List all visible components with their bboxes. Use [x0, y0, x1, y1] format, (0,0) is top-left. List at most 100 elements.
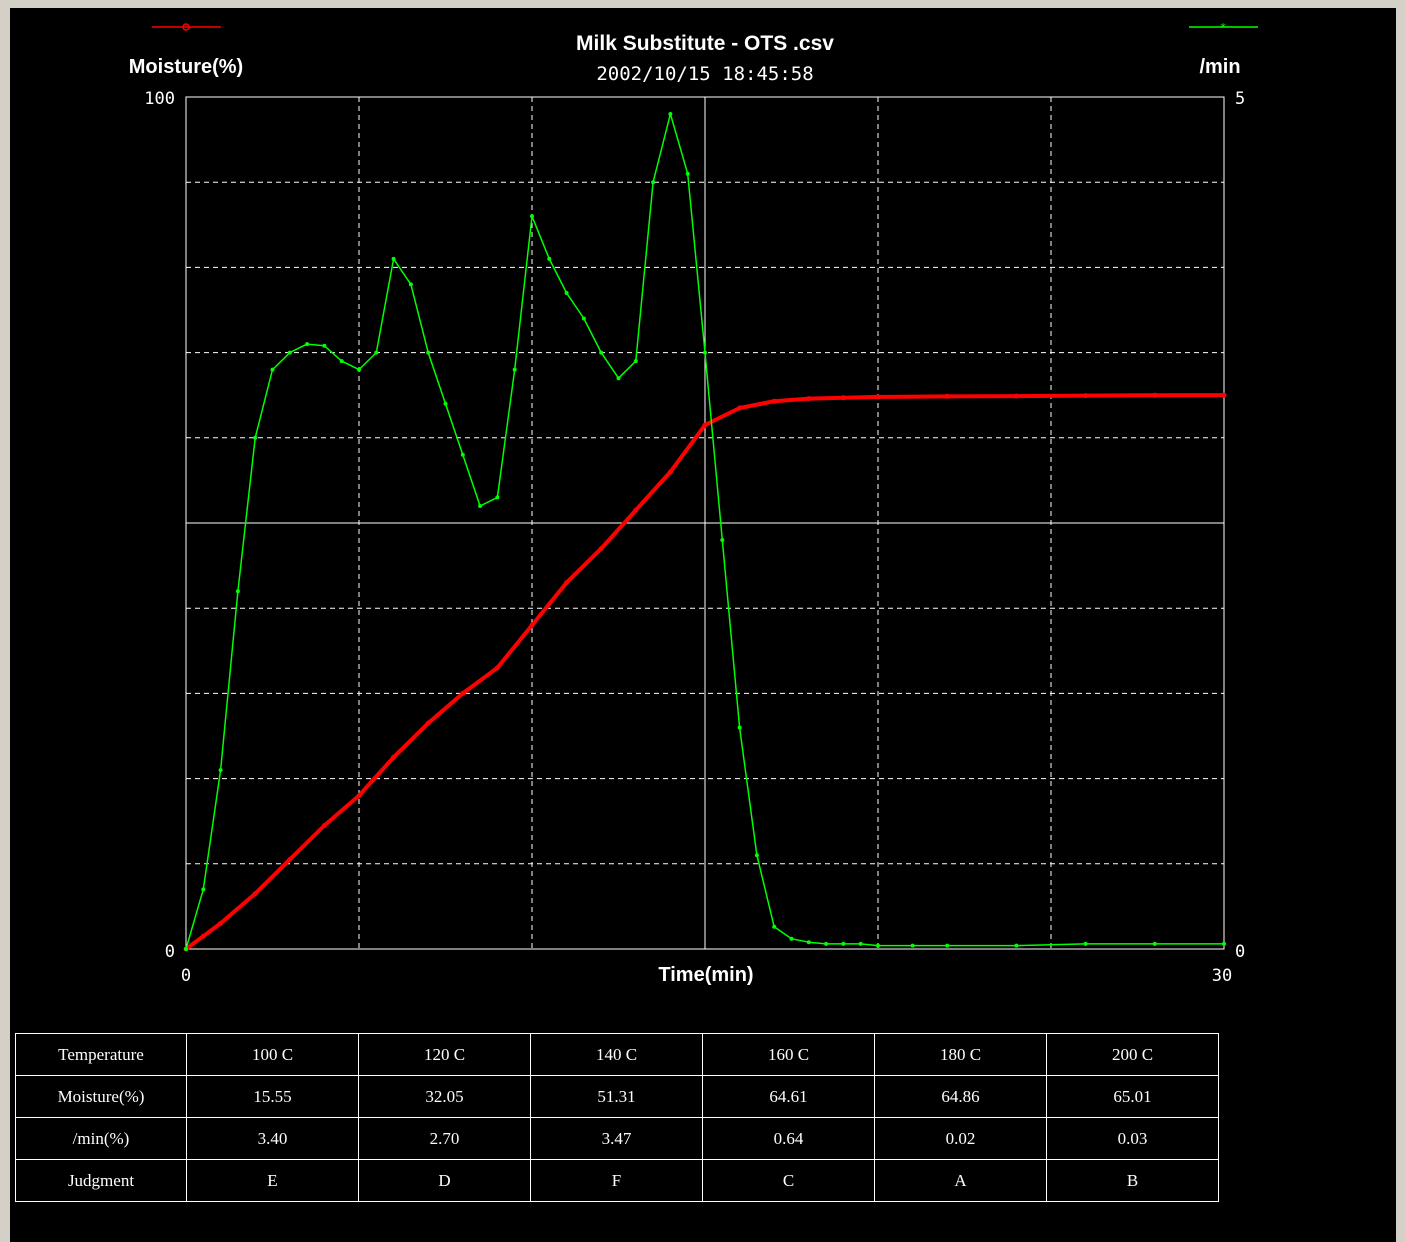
data-point-moisture [425, 720, 431, 726]
data-point-rate [876, 943, 880, 948]
table-cell: C [702, 1159, 875, 1202]
data-point-rate [910, 943, 915, 948]
plot-frame [185, 96, 1225, 950]
data-point-moisture [287, 857, 293, 862]
data-point-moisture [460, 690, 466, 696]
table-cell: 2.70 [358, 1117, 531, 1160]
data-point-moisture [218, 920, 224, 926]
table-cell: 51.31 [530, 1075, 703, 1118]
data-point-rate [841, 941, 846, 946]
row-label: Judgment [15, 1159, 187, 1202]
table-cell: 0.02 [874, 1117, 1047, 1160]
data-point-rate [685, 171, 690, 176]
data-point-moisture [771, 398, 777, 404]
data-point-moisture [321, 823, 327, 828]
y-left-tick-max: 100 [144, 89, 175, 109]
data-point-rate [235, 589, 240, 594]
data-point-rate [201, 887, 206, 892]
data-point-rate [1014, 943, 1019, 948]
chart-title: Milk Substitute - OTS .csv [576, 32, 834, 55]
table-cell: E [186, 1159, 359, 1202]
data-point-rate [443, 401, 448, 406]
table-cell: 100 C [186, 1033, 359, 1076]
table-row-temperature: Temperature 100 C 120 C 140 C 160 C 180 … [15, 1033, 1219, 1076]
table-row-judgment: Judgment E D F C A B [15, 1159, 1219, 1202]
data-point-rate [547, 256, 552, 261]
data-point-moisture [529, 622, 535, 628]
table-cell: 3.40 [186, 1117, 359, 1160]
data-point-rate [408, 282, 413, 287]
data-point-moisture [1013, 393, 1019, 399]
data-point-moisture [737, 405, 743, 411]
data-point-moisture [356, 793, 362, 799]
data-point-rate [287, 350, 292, 355]
data-point-moisture [598, 546, 604, 552]
data-point-rate [616, 376, 621, 381]
data-point-moisture [806, 396, 812, 402]
data-point-rate [478, 504, 483, 508]
data-point-moisture [1083, 393, 1089, 399]
data-point-rate [737, 725, 742, 730]
data-point-rate [858, 941, 863, 946]
data-point-rate [703, 350, 707, 355]
y-right-tick-min: 0 [1235, 942, 1245, 962]
data-point-rate [720, 538, 725, 542]
data-point-rate [651, 180, 656, 185]
table-cell: 15.55 [186, 1075, 359, 1118]
data-point-rate [824, 941, 829, 946]
table-cell: A [874, 1159, 1047, 1202]
chart-subtitle: 2002/10/15 18:45:58 [596, 63, 813, 85]
row-label: Moisture(%) [15, 1075, 187, 1118]
table-cell: 32.05 [358, 1075, 531, 1118]
data-point-rate [530, 214, 534, 219]
row-label: Temperature [15, 1033, 187, 1076]
data-point-rate [789, 936, 794, 941]
data-point-rate [460, 452, 465, 457]
table-cell: B [1046, 1159, 1219, 1202]
data-point-rate [374, 350, 379, 355]
data-point-rate [806, 940, 811, 945]
data-point-moisture [944, 393, 950, 399]
table-cell: 180 C [874, 1033, 1047, 1076]
data-point-rate [581, 316, 586, 321]
table-cell: 64.61 [702, 1075, 875, 1118]
legend-rate: * [1189, 21, 1258, 34]
x-tick-min: 0 [181, 966, 191, 986]
table-row-rate: /min(%) 3.40 2.70 3.47 0.64 0.02 0.03 [15, 1117, 1219, 1160]
data-point-rate [1083, 941, 1088, 946]
data-point-rate [357, 367, 361, 372]
data-point-rate [1152, 941, 1157, 946]
data-point-rate [253, 435, 258, 440]
data-point-rate [564, 291, 569, 295]
x-axis-label: Time(min) [658, 964, 753, 986]
y-right-label: /min [1199, 56, 1240, 78]
data-point-moisture [633, 507, 639, 513]
data-point-rate [512, 367, 517, 372]
data-point-moisture [494, 665, 500, 671]
data-point-moisture [840, 395, 846, 401]
legend-moisture [152, 23, 221, 31]
data-point-moisture [1221, 392, 1227, 398]
table-cell: 0.64 [702, 1117, 875, 1160]
table-cell: 120 C [358, 1033, 531, 1076]
data-point-rate [668, 112, 673, 116]
table-cell: 65.01 [1046, 1075, 1219, 1118]
series [183, 112, 1227, 952]
data-point-rate [945, 943, 950, 948]
table-cell: 3.47 [530, 1117, 703, 1160]
data-point-moisture [702, 422, 708, 428]
table-row-moisture: Moisture(%) 15.55 32.05 51.31 64.61 64.8… [15, 1075, 1219, 1118]
data-point-moisture [667, 469, 673, 475]
table-cell: D [358, 1159, 531, 1202]
data-point-rate [633, 359, 638, 364]
svg-text:*: * [1220, 21, 1227, 34]
y-left-tick-min: 0 [165, 942, 175, 962]
data-point-rate [184, 947, 188, 951]
table-cell: 0.03 [1046, 1117, 1219, 1160]
data-point-rate [218, 768, 223, 773]
table-cell: 160 C [702, 1033, 875, 1076]
data-point-rate [339, 359, 344, 364]
x-tick-max: 30 [1212, 966, 1232, 986]
data-point-rate [391, 256, 396, 261]
